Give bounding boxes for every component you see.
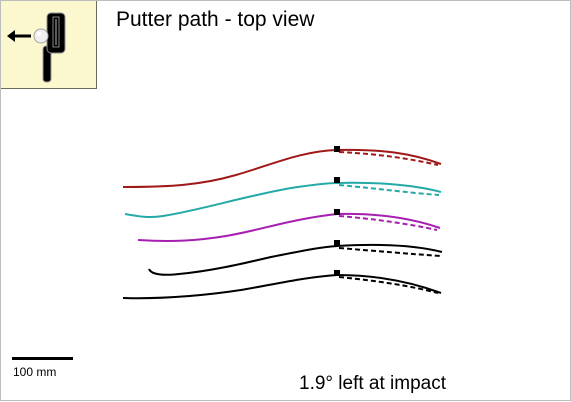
followthrough-line xyxy=(336,243,443,253)
golf-ball-icon xyxy=(33,28,49,44)
scale-bar-label: 100 mm xyxy=(13,365,57,379)
putter-path-2 xyxy=(124,177,442,219)
impact-marker xyxy=(334,209,340,215)
putter-path-3 xyxy=(137,209,441,242)
followthrough-line xyxy=(336,274,442,294)
followthrough-line xyxy=(336,148,442,165)
impact-marker xyxy=(334,270,340,276)
putter-icon xyxy=(7,12,66,83)
impact-marker xyxy=(334,240,340,246)
putter-path-4 xyxy=(148,240,443,276)
followthrough-dashed-line xyxy=(338,247,442,257)
followthrough-dashed-line xyxy=(338,184,440,196)
page-title: Putter path - top view xyxy=(116,8,315,31)
impact-result-text: 1.9° left at impact xyxy=(299,373,446,394)
backstroke-line xyxy=(137,213,338,242)
back-thumbnail-button[interactable] xyxy=(1,1,97,89)
impact-marker xyxy=(334,177,340,183)
scale-bar xyxy=(12,357,73,360)
backstroke-line xyxy=(122,149,338,188)
backstroke-line xyxy=(124,182,338,219)
followthrough-dashed-line xyxy=(338,215,438,231)
backstroke-line xyxy=(122,274,338,300)
followthrough-dashed-line xyxy=(338,276,439,294)
putter-path-5 xyxy=(122,270,442,300)
putter-path-1 xyxy=(122,146,442,188)
backstroke-line xyxy=(148,245,338,276)
followthrough-dashed-line xyxy=(338,151,439,166)
followthrough-line xyxy=(336,181,442,193)
impact-marker xyxy=(334,146,340,152)
followthrough-line xyxy=(336,212,441,229)
